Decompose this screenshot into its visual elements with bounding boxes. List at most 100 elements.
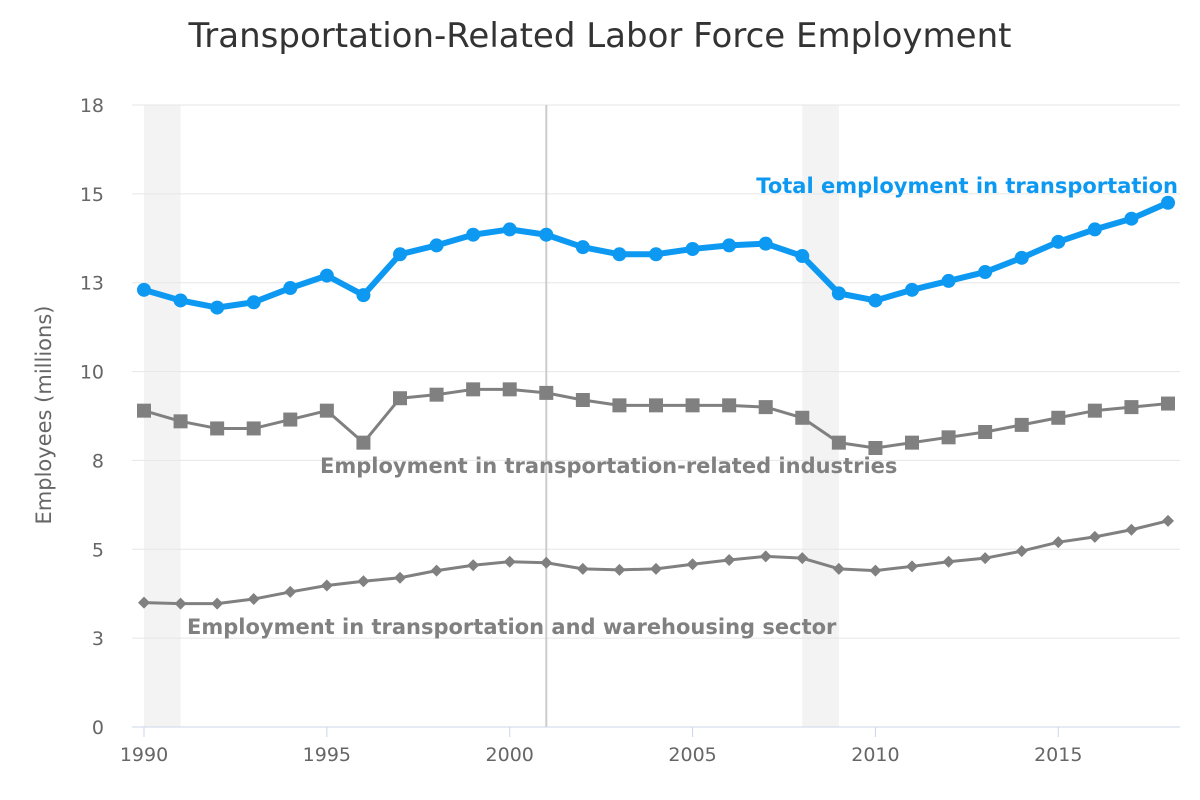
y-tick-label: 18 [80,95,104,117]
series-0 [137,195,1175,315]
data-point [429,238,444,253]
y-tick-label: 10 [80,362,104,384]
data-point [394,571,406,584]
data-point [466,382,481,397]
x-tick-label: 1995 [303,744,351,766]
data-point [612,247,627,262]
chart-title: Transportation-Related Labor Force Emplo… [188,16,1012,56]
data-point [429,387,444,402]
series-2 [138,514,1174,610]
data-point [138,596,150,609]
series-line-2 [142,519,1170,606]
data-point [502,222,517,237]
data-point [1087,403,1102,418]
data-point [650,562,662,575]
data-point [137,282,151,297]
data-point [905,435,919,450]
data-point [283,412,298,427]
data-point [758,400,773,415]
y-tick-label: 8 [92,450,104,472]
data-point [1051,234,1066,249]
data-point [211,597,224,610]
data-point [174,597,187,610]
data-point [393,391,407,406]
data-point [283,281,298,296]
data-point [942,555,955,568]
data-point [575,393,590,408]
x-tick-label: 2005 [668,744,716,766]
data-point [320,579,333,592]
data-point [319,403,334,418]
data-point [173,293,188,308]
series-label-layer: Total employment in transportation Employ… [187,174,1178,639]
data-point [685,398,700,413]
data-point [1124,400,1139,415]
y-tick-label: 15 [80,184,104,206]
data-point [722,398,737,413]
data-point [502,382,517,397]
x-tick-label: 2010 [851,744,899,766]
data-point [1052,536,1065,549]
series-label-1: Employment in transportation-related ind… [320,454,897,478]
data-point [941,273,956,288]
data-point [356,288,371,303]
y-tick-label: 5 [92,539,104,561]
data-point [1087,222,1102,237]
data-point [1162,514,1174,527]
data-point [1014,250,1029,265]
data-point [649,247,663,262]
data-point [284,585,297,598]
data-point [467,559,480,572]
data-point [723,553,736,566]
data-point [1015,545,1028,558]
data-point [612,398,627,413]
series-layer [137,195,1175,610]
data-point [613,563,626,576]
data-point [247,593,260,606]
data-point [941,430,956,445]
data-point [246,295,261,310]
data-point [575,240,590,255]
data-point [539,385,554,400]
data-point [1014,417,1029,432]
data-point [978,424,993,439]
data-point [979,552,992,565]
data-point [795,249,810,264]
data-point [722,238,737,253]
y-axis-label: Employees (millions) [32,306,56,525]
data-point [319,268,334,283]
data-point [1051,410,1066,425]
data-point [796,552,809,565]
y-tick-label: 3 [92,628,104,650]
data-point [430,564,443,577]
data-point [137,403,151,418]
data-point [210,421,225,436]
data-point [795,410,810,425]
data-point [868,440,883,455]
data-point [356,435,371,450]
x-tick-label: 2015 [1034,744,1082,766]
data-point [357,575,370,588]
data-point [649,398,663,413]
series-line-1 [142,387,1170,450]
data-point [1161,195,1175,210]
data-point [539,227,554,242]
data-point [173,414,188,429]
data-point [868,293,883,308]
data-point [759,550,772,563]
y-tick-label: 0 [92,717,104,739]
data-point [503,555,516,568]
data-point [832,562,845,575]
data-point [978,265,993,280]
y-tick-label: 13 [80,273,104,295]
data-point [466,227,481,242]
data-point [905,282,919,297]
data-point [906,560,918,573]
data-point [540,556,553,569]
x-tick-label: 2000 [486,744,534,766]
data-point [210,300,225,315]
axes: 0 3 5 8 10 13 15 18 1990 1995 2000 2005 2010 2015 [80,95,1180,766]
series-1 [137,382,1175,455]
data-point [685,241,700,256]
